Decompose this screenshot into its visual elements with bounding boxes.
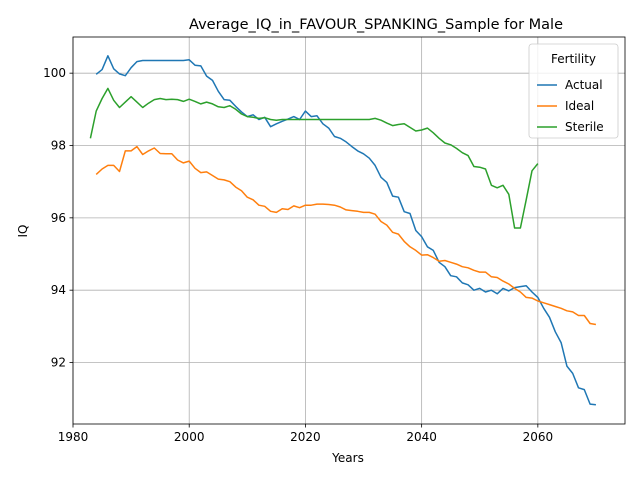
x-axis-label: Years: [331, 451, 364, 465]
legend: Fertility Actual Ideal Sterile: [528, 43, 619, 139]
chart-title: Average_IQ_in_FAVOUR_SPANKING_Sample for…: [189, 17, 563, 33]
x-tick-label: 1980: [58, 430, 89, 444]
series-lines: [89, 55, 597, 406]
x-tick-label: 2000: [174, 430, 205, 444]
legend-title: Fertility: [551, 52, 596, 66]
y-tick-label: 92: [51, 356, 66, 370]
y-tick-label: 100: [43, 66, 66, 80]
y-axis-label: IQ: [16, 225, 30, 238]
legend-label-actual: Actual: [565, 78, 603, 92]
y-tick-label: 98: [51, 139, 66, 153]
x-tick-label: 2060: [523, 430, 554, 444]
legend-label-sterile: Sterile: [565, 120, 604, 134]
series-line-actual: [95, 55, 596, 406]
legend-box: [528, 43, 619, 139]
x-tick-label: 2040: [406, 430, 437, 444]
y-tick-label: 96: [51, 211, 66, 225]
x-tick-label: 2020: [290, 430, 321, 444]
y-axis-ticks: 92 94 96 98 100: [43, 66, 73, 370]
legend-label-ideal: Ideal: [565, 99, 594, 113]
x-axis-ticks: 1980 2000 2020 2040 2060: [58, 424, 553, 444]
y-tick-label: 94: [51, 283, 66, 297]
series-line-sterile: [89, 87, 539, 229]
series-line-ideal: [95, 145, 597, 326]
plot-area-frame: [72, 36, 626, 425]
